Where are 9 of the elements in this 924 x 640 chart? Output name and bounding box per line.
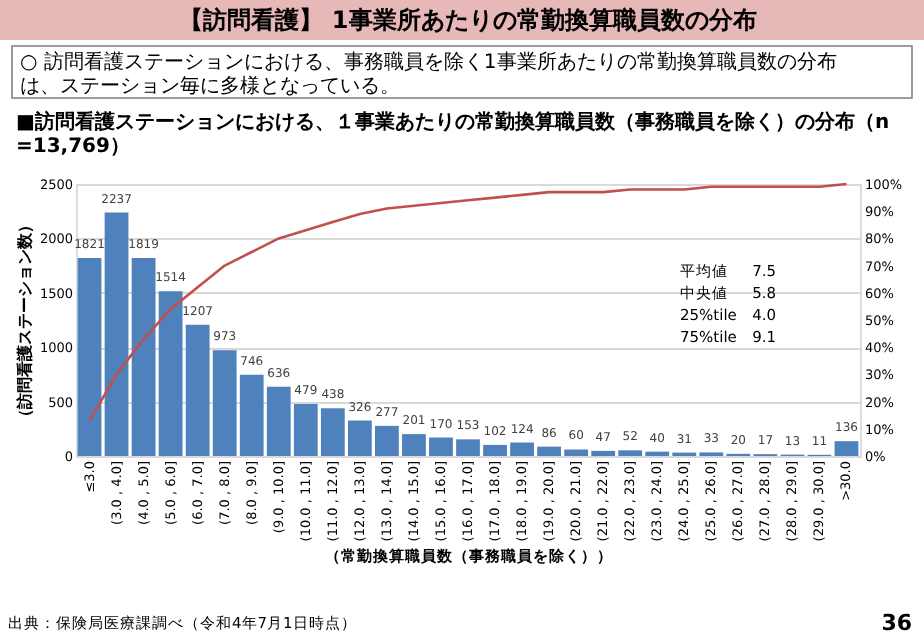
bar (834, 441, 859, 456)
bar (131, 258, 156, 456)
text: 36 (881, 610, 913, 636)
bar (77, 257, 102, 456)
text: ■訪問看護ステーションにおける、１事業あたりの常勤換算職員数（事務職員を除く）の分布（n=13,769） (16, 110, 890, 158)
bar (104, 212, 129, 456)
chart-subtitle: ○ 訪問看護ステーションにおける、事務職員を除く1事業所あたりの常勤換算職員数の分布は、ステーション毎に多様となっている。 (20, 50, 837, 98)
chart-title: 【訪問看護】 1事業所あたりの常勤換算職員数の分布 (179, 6, 757, 34)
y-axis-title: （訪問看護ステーション数） (15, 217, 34, 425)
